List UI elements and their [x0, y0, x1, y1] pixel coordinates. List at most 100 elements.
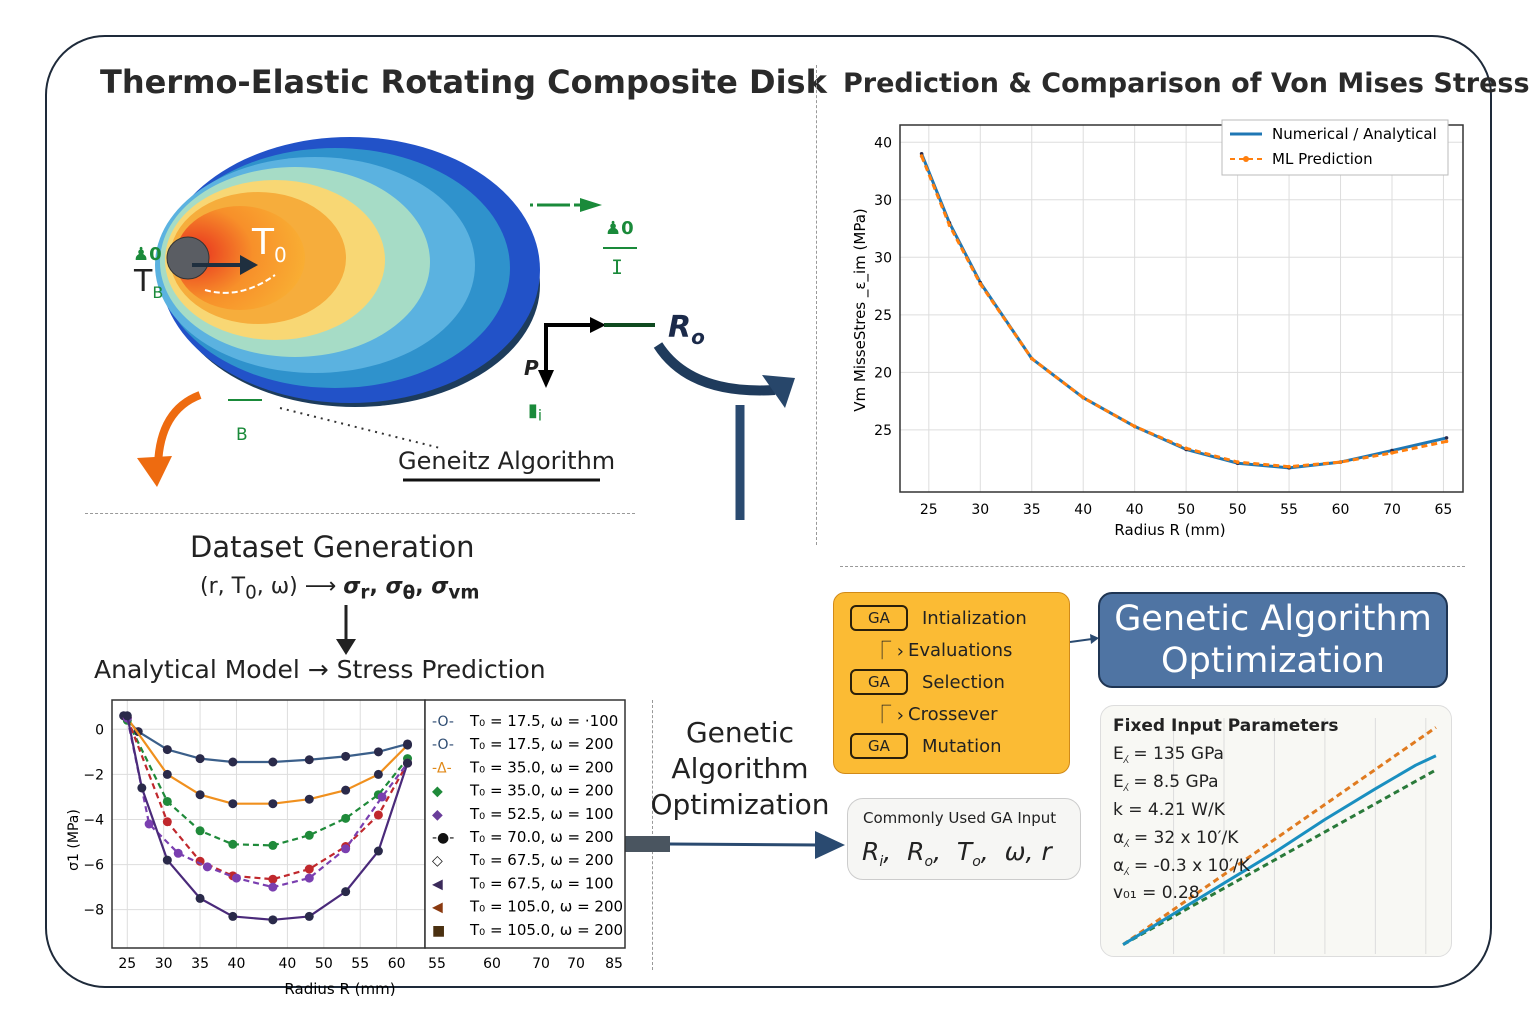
data-point	[1029, 356, 1034, 361]
y-axis-label: Vm MisseStres _ε_im (MPa)	[851, 208, 870, 412]
series-line	[1122, 754, 1437, 946]
orange-arrow-icon	[137, 456, 172, 487]
y-tick-label: 0	[95, 722, 104, 738]
series-line	[920, 155, 1447, 469]
data-point	[341, 751, 351, 761]
param-line: α⁁ = -0.3 x 10′/K	[1113, 856, 1250, 876]
label-i: ▮i	[528, 400, 543, 425]
y-axis-label: σ1 (MPa)	[66, 809, 82, 871]
data-point	[341, 844, 351, 854]
ga-input-vars: Ri, Ro, To, ω, r	[862, 837, 1052, 870]
legend-marker: ◀	[432, 900, 443, 916]
ga-step-crossover: ⎾ › Crossever	[850, 701, 997, 727]
ga-steps-box: GA Intialization ⎾ › Evaluations GA Selecti…	[833, 592, 1070, 774]
divider-right	[840, 566, 1465, 567]
y-tick-label: 30	[874, 193, 892, 209]
x-tick-label: 65	[1435, 502, 1453, 518]
y-tick-label: 30	[874, 250, 892, 266]
green-arrow-icon	[580, 198, 602, 212]
data-point	[403, 740, 413, 750]
center-label-line: Algorithm	[671, 752, 809, 785]
x-tick-label: 85	[605, 956, 623, 972]
data-point	[228, 911, 238, 921]
x-tick-label: 55	[428, 956, 446, 972]
center-label-line: Optimization	[650, 788, 830, 821]
data-point	[268, 915, 278, 925]
x-tick-label: 70	[532, 956, 550, 972]
fixed-params-panel: 102030405060 Fixed Input Parameters E⁁ =…	[1100, 705, 1452, 957]
x-tick-label: 40	[279, 956, 297, 972]
x-tick-label: 70	[567, 956, 585, 972]
data-point	[228, 839, 238, 849]
x-tick-label: 35	[1023, 502, 1041, 518]
y-tick-label: −4	[83, 812, 104, 828]
data-point	[304, 864, 314, 874]
x-tick-label: 40	[1126, 502, 1144, 518]
arrow-down-icon	[336, 605, 356, 655]
legend-label: T₀ = 17.5, ω = 200	[469, 735, 614, 753]
data-point	[228, 757, 238, 767]
branch-icon: ⎾ ›	[873, 641, 904, 662]
label-t0: T0	[252, 222, 287, 268]
data-point	[231, 873, 241, 883]
label-b: B	[236, 425, 248, 445]
y-tick-label: 25	[874, 423, 892, 439]
data-point	[919, 154, 924, 158]
data-point	[162, 796, 172, 806]
x-tick-label: 55	[1280, 502, 1298, 518]
data-point	[373, 846, 383, 856]
callout-line	[279, 407, 441, 449]
center-label-line: Genetic	[685, 716, 795, 749]
fit-chart: 102030405060	[1122, 718, 1437, 954]
x-tick-label: 30	[155, 956, 173, 972]
branch-icon: ⎾ ›	[873, 705, 904, 726]
mark-icon: ⵊ	[612, 255, 623, 279]
data-point	[304, 830, 314, 840]
param-line: E⁁ = 8.5 GPa	[1113, 772, 1219, 792]
right-mark: ♟0	[605, 218, 634, 239]
data-point	[947, 223, 952, 227]
data-point	[373, 769, 383, 779]
callout-label: Geneitz Algorithm	[398, 447, 616, 475]
label-tb: TB	[134, 264, 164, 302]
curved-arrow	[653, 342, 776, 396]
series-line	[126, 717, 409, 889]
data-point	[1444, 439, 1449, 444]
ga-optimization-box: Genetic Algorithm Optimization	[1098, 592, 1448, 688]
legend-label: T₀ = 67.5, ω = 200	[469, 851, 614, 869]
legend-label: T₀ = 35.0, ω = 200	[469, 782, 614, 800]
legend-marker: ◇	[432, 853, 443, 869]
left-mark: ♟0	[133, 244, 162, 265]
label-p: P	[524, 356, 539, 380]
param-line: v₀₁ = 0.28	[1113, 883, 1200, 903]
data-point	[403, 758, 413, 768]
legend-label: ML Prediction	[1272, 150, 1373, 168]
data-point	[1132, 424, 1137, 429]
param-line: E⁁ = 135 GPa	[1113, 744, 1224, 764]
legend-label: T₀ = 105.0, ω = 200	[469, 921, 623, 939]
x-tick-label: 50	[1229, 502, 1247, 518]
y-tick-label: −6	[83, 858, 104, 874]
x-tick-label: 30	[971, 502, 989, 518]
model-label: Analytical Model → Stress Prediction	[94, 655, 546, 684]
legend-marker: ■	[432, 923, 445, 939]
divider-left	[85, 513, 635, 514]
y-tick-label: 40	[874, 135, 892, 151]
param-line: k = 4.21 W/K	[1113, 800, 1225, 820]
data-point	[195, 893, 205, 903]
data-point	[162, 745, 172, 755]
data-point	[195, 790, 205, 800]
legend-label: Numerical / Analytical	[1272, 125, 1437, 143]
data-point	[162, 769, 172, 779]
legend-marker: -●-	[432, 830, 454, 846]
x-tick-label: 60	[483, 956, 501, 972]
data-point	[268, 799, 278, 809]
y-tick-label: −8	[83, 903, 104, 919]
data-point	[304, 911, 314, 921]
legend-box	[424, 699, 626, 949]
series-line	[126, 717, 409, 805]
data-point	[341, 785, 351, 795]
y-tick-label: −2	[83, 767, 104, 783]
data-point	[228, 799, 238, 809]
data-point	[173, 848, 183, 858]
